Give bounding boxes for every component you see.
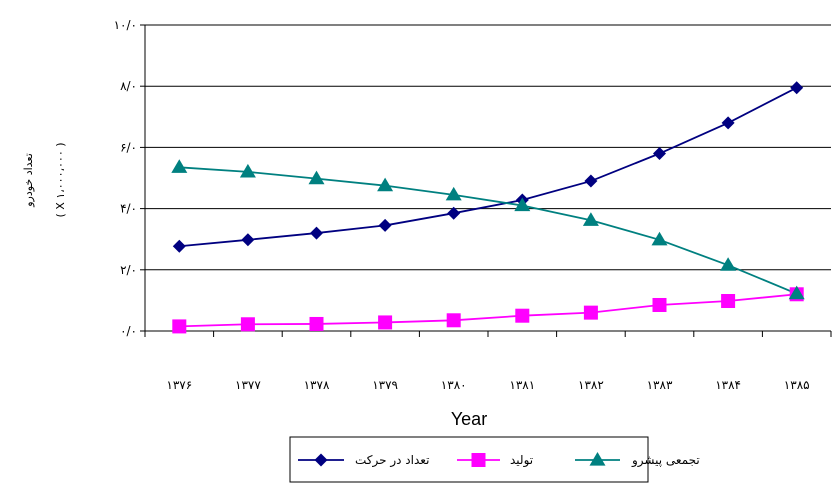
legend-label: تعداد در حرکت — [355, 453, 429, 468]
data-point — [651, 231, 668, 246]
series-line-3 — [179, 166, 798, 295]
x-tick-label: ۱۳۷۶ — [166, 378, 192, 392]
series-line-1 — [179, 86, 798, 248]
data-point — [514, 197, 531, 212]
data-point — [171, 159, 188, 173]
data-point — [515, 308, 530, 323]
data-point — [241, 233, 255, 247]
data-point — [172, 239, 186, 253]
y-tick-label: ۲/۰ — [120, 263, 137, 277]
data-point — [309, 316, 324, 331]
x-tick-label: ۱۳۷۷ — [235, 378, 261, 392]
legend-marker — [314, 453, 328, 467]
x-tick-label: ۱۳۸۰ — [441, 378, 467, 392]
x-tick-label: ۱۳۸۱ — [509, 378, 535, 392]
data-point — [240, 317, 255, 332]
data-point — [582, 212, 599, 226]
series-markers — [171, 81, 805, 334]
data-point — [653, 147, 666, 161]
data-point — [239, 163, 256, 178]
x-tick-label: ۱۳۸۵ — [784, 378, 810, 392]
legend-marker — [589, 452, 606, 466]
y-tick-label: ۶/۰ — [120, 140, 137, 154]
series-lines — [179, 86, 798, 328]
y-tick-label: ۰/۰ — [120, 324, 137, 338]
data-point — [446, 313, 461, 328]
data-point — [720, 257, 737, 271]
x-tick-label: ۱۳۸۲ — [578, 378, 604, 392]
legend-label: تجمعی پیشرو — [631, 453, 700, 468]
series-line-2 — [179, 293, 797, 328]
data-point — [378, 218, 392, 232]
chart-axes — [140, 24, 832, 337]
chart-gridlines — [145, 24, 831, 271]
data-point — [721, 294, 736, 309]
x-tick-labels: ۱۳۷۶ ۱۳۷۷ ۱۳۷۸ ۱۳۷۹ ۱۳۸۰ ۱۳۸۱ ۱۳۸۲ ۱۳۸۳ ۱۳۸۴ ۱۳۸۵ — [166, 378, 809, 392]
y-axis-label-main: تعداد خودرو — [22, 153, 35, 208]
data-point — [652, 297, 667, 312]
y-tick-label: ۴/۰ — [120, 202, 137, 216]
data-point — [583, 305, 598, 320]
y-tick-labels: ۰/۰ ۲/۰ ۴/۰ ۶/۰ ۸/۰ ۱۰/۰ — [114, 18, 137, 338]
x-tick-label: ۱۳۸۳ — [647, 378, 673, 392]
x-axis-label: Year — [451, 409, 487, 429]
x-tick-label: ۱۳۸۴ — [715, 378, 741, 392]
x-tick-label: ۱۳۷۹ — [372, 378, 398, 392]
legend-marker — [471, 453, 486, 467]
y-tick-label: ۸/۰ — [120, 79, 137, 93]
y-axis-label: تعداد خودرو — [22, 153, 35, 208]
x-tick-label: ۱۳۷۸ — [304, 378, 330, 392]
data-point — [721, 116, 735, 130]
y-axis-unit: ( X ۱،۰۰۰،۰۰۰ ) — [54, 142, 67, 217]
data-point — [584, 174, 598, 188]
data-point — [310, 226, 323, 240]
legend: تعداد در حرکت تولید تجمعی پیشرو — [289, 436, 700, 483]
data-point — [788, 285, 805, 300]
data-point — [790, 81, 804, 95]
y-tick-label: ۱۰/۰ — [114, 18, 137, 32]
data-point — [308, 170, 325, 185]
y-axis-label-unit: ( X ۱،۰۰۰،۰۰۰ ) — [54, 142, 67, 217]
data-point — [447, 206, 461, 220]
data-point — [445, 186, 462, 201]
legend-label: تولید — [510, 453, 533, 468]
data-point — [378, 315, 393, 330]
data-point — [172, 319, 187, 334]
data-point — [377, 177, 394, 192]
